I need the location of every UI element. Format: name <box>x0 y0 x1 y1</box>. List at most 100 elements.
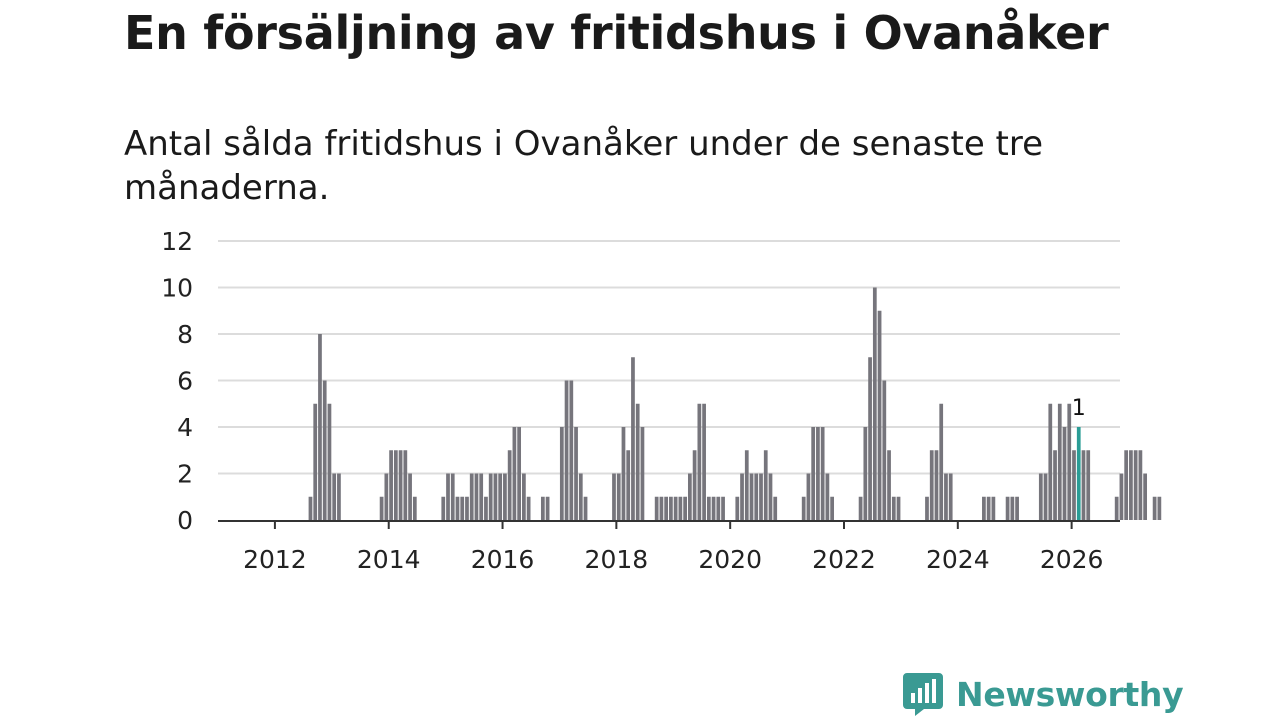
bar <box>640 427 645 520</box>
bar <box>412 496 417 520</box>
bar <box>872 287 877 520</box>
bar <box>697 403 702 520</box>
bar <box>820 427 825 520</box>
y-tick-label: 6 <box>177 367 193 396</box>
bar <box>740 473 744 520</box>
y-tick-label: 4 <box>177 413 193 442</box>
bar <box>683 496 687 520</box>
bar <box>1057 403 1062 520</box>
bar <box>503 473 507 520</box>
bar <box>398 450 403 520</box>
bar <box>512 427 517 520</box>
newsworthy-logo-icon <box>903 673 943 716</box>
bar <box>455 496 460 520</box>
gridlines <box>218 240 1120 475</box>
bar <box>1133 450 1138 520</box>
bar <box>393 450 398 520</box>
bar <box>925 496 929 520</box>
bar <box>526 496 531 520</box>
bar <box>484 496 488 520</box>
bar-value-label: 1 <box>1072 396 1086 421</box>
bar <box>716 496 721 520</box>
bar <box>569 380 574 520</box>
bar <box>659 496 664 520</box>
bar <box>322 380 327 520</box>
bar <box>1129 450 1133 520</box>
brand-logo: Newsworthy <box>902 670 1184 718</box>
y-tick-label: 8 <box>177 320 193 349</box>
bar <box>877 310 882 520</box>
bars <box>308 287 1162 520</box>
bar <box>744 450 749 520</box>
bar <box>574 427 578 520</box>
bar <box>332 473 337 520</box>
bar <box>474 473 479 520</box>
bar-highlight <box>1076 427 1081 520</box>
bar <box>1043 473 1048 520</box>
bar <box>825 473 830 520</box>
bar <box>441 496 446 520</box>
bar <box>384 473 389 520</box>
bar <box>687 473 692 520</box>
bar <box>507 450 512 520</box>
x-tick-label: 2026 <box>1040 545 1104 574</box>
bar <box>678 496 683 520</box>
bar <box>469 473 474 520</box>
bar <box>1081 450 1086 520</box>
bar <box>896 496 901 520</box>
bar <box>1119 473 1124 520</box>
bar <box>711 496 716 520</box>
bar <box>706 496 711 520</box>
bar <box>1038 473 1043 520</box>
bar <box>929 450 934 520</box>
bar <box>882 380 887 520</box>
bar <box>616 473 621 520</box>
bar <box>1152 496 1157 520</box>
bar <box>517 427 522 520</box>
x-tick-label: 2012 <box>243 545 307 574</box>
x-tick-label: 2014 <box>357 545 421 574</box>
bar <box>337 473 341 520</box>
bar <box>1067 403 1072 520</box>
bar <box>327 403 332 520</box>
bar <box>664 496 669 520</box>
bar <box>1048 403 1053 520</box>
bar <box>692 450 697 520</box>
bar <box>318 334 322 520</box>
y-tick-label: 12 <box>161 227 193 256</box>
x-tick-label: 2016 <box>471 545 535 574</box>
bar <box>721 496 725 520</box>
bar <box>934 450 939 520</box>
bar <box>1157 496 1162 520</box>
bar <box>773 496 778 520</box>
y-tick-label: 10 <box>161 274 193 303</box>
bar <box>735 496 740 520</box>
bar <box>498 473 503 520</box>
bar <box>1143 473 1148 520</box>
bar <box>612 473 616 520</box>
bar <box>1124 450 1129 520</box>
y-tick-label: 2 <box>177 460 193 489</box>
brand-name: Newsworthy <box>956 674 1184 714</box>
bar <box>626 450 631 520</box>
bar <box>816 427 820 520</box>
bar <box>991 496 996 520</box>
bar <box>522 473 526 520</box>
y-axis: 0 2 4 6 8 10 12 <box>161 227 193 535</box>
bar <box>313 403 318 520</box>
bar <box>948 473 953 520</box>
bar <box>858 496 863 520</box>
x-tick-label: 2024 <box>926 545 990 574</box>
bar <box>801 496 806 520</box>
y-tick-label: 0 <box>177 506 193 535</box>
bar <box>308 496 313 520</box>
bar <box>868 357 872 520</box>
bar <box>540 496 545 520</box>
bar <box>408 473 412 520</box>
bar <box>493 473 498 520</box>
x-tick-label: 2018 <box>585 545 649 574</box>
bar <box>583 496 588 520</box>
bar <box>749 473 754 520</box>
bar <box>465 496 469 520</box>
